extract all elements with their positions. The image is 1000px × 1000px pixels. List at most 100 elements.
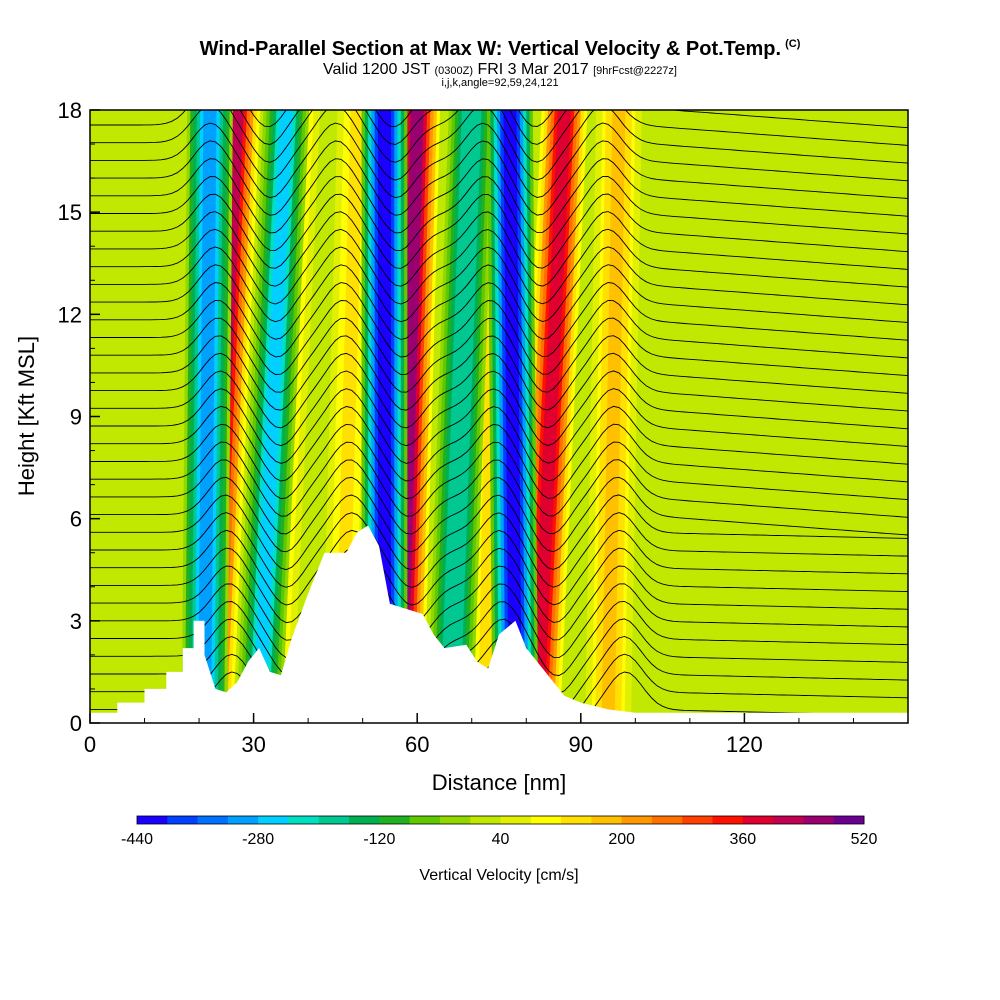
y-tick-label-1: 3 <box>70 609 82 634</box>
colorbar-frame <box>136 815 865 825</box>
colorbar-swatch-2 <box>197 816 229 824</box>
chart-title: Wind-Parallel Section at Max W: Vertical… <box>199 38 801 60</box>
isentrope-27 <box>90 193 908 269</box>
isentrope-21 <box>90 299 908 375</box>
isentrope-11 <box>90 476 908 553</box>
isentrope-8 <box>90 529 908 606</box>
isentrope-7 <box>90 547 908 624</box>
colorbar-label: Vertical Velocity [cm/s] <box>419 867 578 884</box>
colorbar-swatch-23 <box>833 816 865 824</box>
colorbar-swatch-12 <box>500 816 532 824</box>
x-tick-label-4: 120 <box>726 732 763 757</box>
chart-subsubtitle: i,j,k,angle=92,59,24,121 <box>441 77 559 89</box>
y-tick-label-3: 9 <box>70 405 82 430</box>
isentrope-23 <box>90 264 908 340</box>
isentrope-4 <box>90 600 908 677</box>
isentrope-6 <box>90 565 908 641</box>
isentrope-5 <box>90 583 908 659</box>
isentrope-24 <box>90 246 908 323</box>
isentrope-20 <box>90 317 908 393</box>
x-tick-label-0: 0 <box>84 732 96 757</box>
isentrope-30 <box>90 140 908 216</box>
isentrope-29 <box>90 158 908 234</box>
isentrope-9 <box>90 512 908 588</box>
colorbar-swatch-14 <box>561 816 592 824</box>
colorbar-swatch-17 <box>651 816 683 824</box>
y-tick-label-4: 12 <box>58 302 82 327</box>
colorbar-tick-label-0: -440 <box>121 831 153 848</box>
colorbar-swatch-20 <box>742 816 774 824</box>
isentrope-28 <box>90 176 908 251</box>
isentrope-19 <box>90 335 908 411</box>
x-tick-label-3: 90 <box>569 732 593 757</box>
colorbar-tick-label-1: -280 <box>242 831 274 848</box>
colorbar-tick-label-4: 200 <box>608 831 635 848</box>
potential-temperature-contours <box>90 17 908 723</box>
isentrope-22 <box>90 282 908 358</box>
colorbar-swatch-3 <box>227 816 259 824</box>
colorbar-tick-label-2: -120 <box>363 831 395 848</box>
colorbar-swatch-4 <box>258 816 289 824</box>
subtitle-date: FRI 3 Mar 2017 <box>477 61 589 78</box>
isentrope-18 <box>90 352 908 429</box>
colorbar-swatch-21 <box>773 816 804 824</box>
isentrope-36 <box>90 35 908 109</box>
colorbar-tick-label-6: 520 <box>851 831 878 848</box>
y-tick-label-2: 6 <box>70 507 82 532</box>
isentrope-3 <box>90 618 908 694</box>
x-tick-label-1: 30 <box>241 732 265 757</box>
colorbar-swatch-22 <box>803 816 835 824</box>
isentrope-14 <box>90 423 908 500</box>
isentrope-26 <box>90 211 908 287</box>
colorbar-tick-label-3: 40 <box>492 831 510 848</box>
colorbar-swatch-8 <box>379 816 411 824</box>
subtitle-fcst: [9hrFcst@2227z] <box>593 65 677 77</box>
updraft-band-6-level-5 <box>601 110 626 723</box>
colorbar-swatch-6 <box>318 816 350 824</box>
isentrope-25 <box>90 228 908 305</box>
terrain-profile <box>90 525 908 723</box>
chart-subtitle: Valid 1200 JST (0300Z) FRI 3 Mar 2017 [9… <box>0 61 1000 79</box>
y-axis: 0 3 6 9 12 15 18 <box>58 98 100 736</box>
updraft-band-5-level-5 <box>530 110 571 723</box>
colorbar-swatch-15 <box>591 816 623 824</box>
isentrope-33 <box>90 110 908 163</box>
velocity-field <box>181 110 642 723</box>
x-axis-label: Distance [nm] <box>432 770 567 795</box>
colorbar-swatch-9 <box>409 816 441 824</box>
isentrope-34 <box>239 110 908 145</box>
subtitle-valid: Valid 1200 JST <box>322 61 431 78</box>
colorbar-swatch-19 <box>712 816 744 824</box>
isentrope-37 <box>90 17 908 91</box>
isentrope-10 <box>90 494 908 571</box>
colorbar-tick-label-5: 360 <box>729 831 756 848</box>
colorbar-swatch-1 <box>167 816 199 824</box>
colorbar-swatch-13 <box>530 816 562 824</box>
colorbar-swatch-11 <box>470 816 501 824</box>
colorbar-swatch-10 <box>439 816 471 824</box>
isentrope-13 <box>90 441 908 517</box>
y-axis-label: Height [Kft MSL] <box>14 336 39 496</box>
colorbar-swatch-7 <box>349 816 380 824</box>
y-tick-label-5: 15 <box>58 200 82 225</box>
x-axis: 0 30 60 90 120 <box>84 713 854 757</box>
isentrope-17 <box>90 370 908 447</box>
colorbar-swatch-0 <box>137 816 168 824</box>
colorbar: -440 -280 -120 40 200 360 520 <box>121 815 878 848</box>
isentrope-16 <box>90 388 908 464</box>
y-tick-label-0: 0 <box>70 711 82 736</box>
subtitle-utc: (0300Z) <box>434 65 473 77</box>
isentrope-12 <box>90 459 908 535</box>
colorbar-swatch-5 <box>288 816 320 824</box>
colorbar-swatch-16 <box>621 816 653 824</box>
terrain-mask <box>90 525 908 723</box>
isentrope-15 <box>90 405 908 482</box>
y-tick-label-6: 18 <box>58 98 82 123</box>
field-downstream <box>635 110 908 723</box>
isentrope-32 <box>90 110 908 181</box>
title-tag: (C) <box>785 38 801 50</box>
downdraft-band-0-level-5 <box>197 110 217 723</box>
x-tick-label-2: 60 <box>405 732 429 757</box>
colorbar-swatch-18 <box>682 816 714 824</box>
